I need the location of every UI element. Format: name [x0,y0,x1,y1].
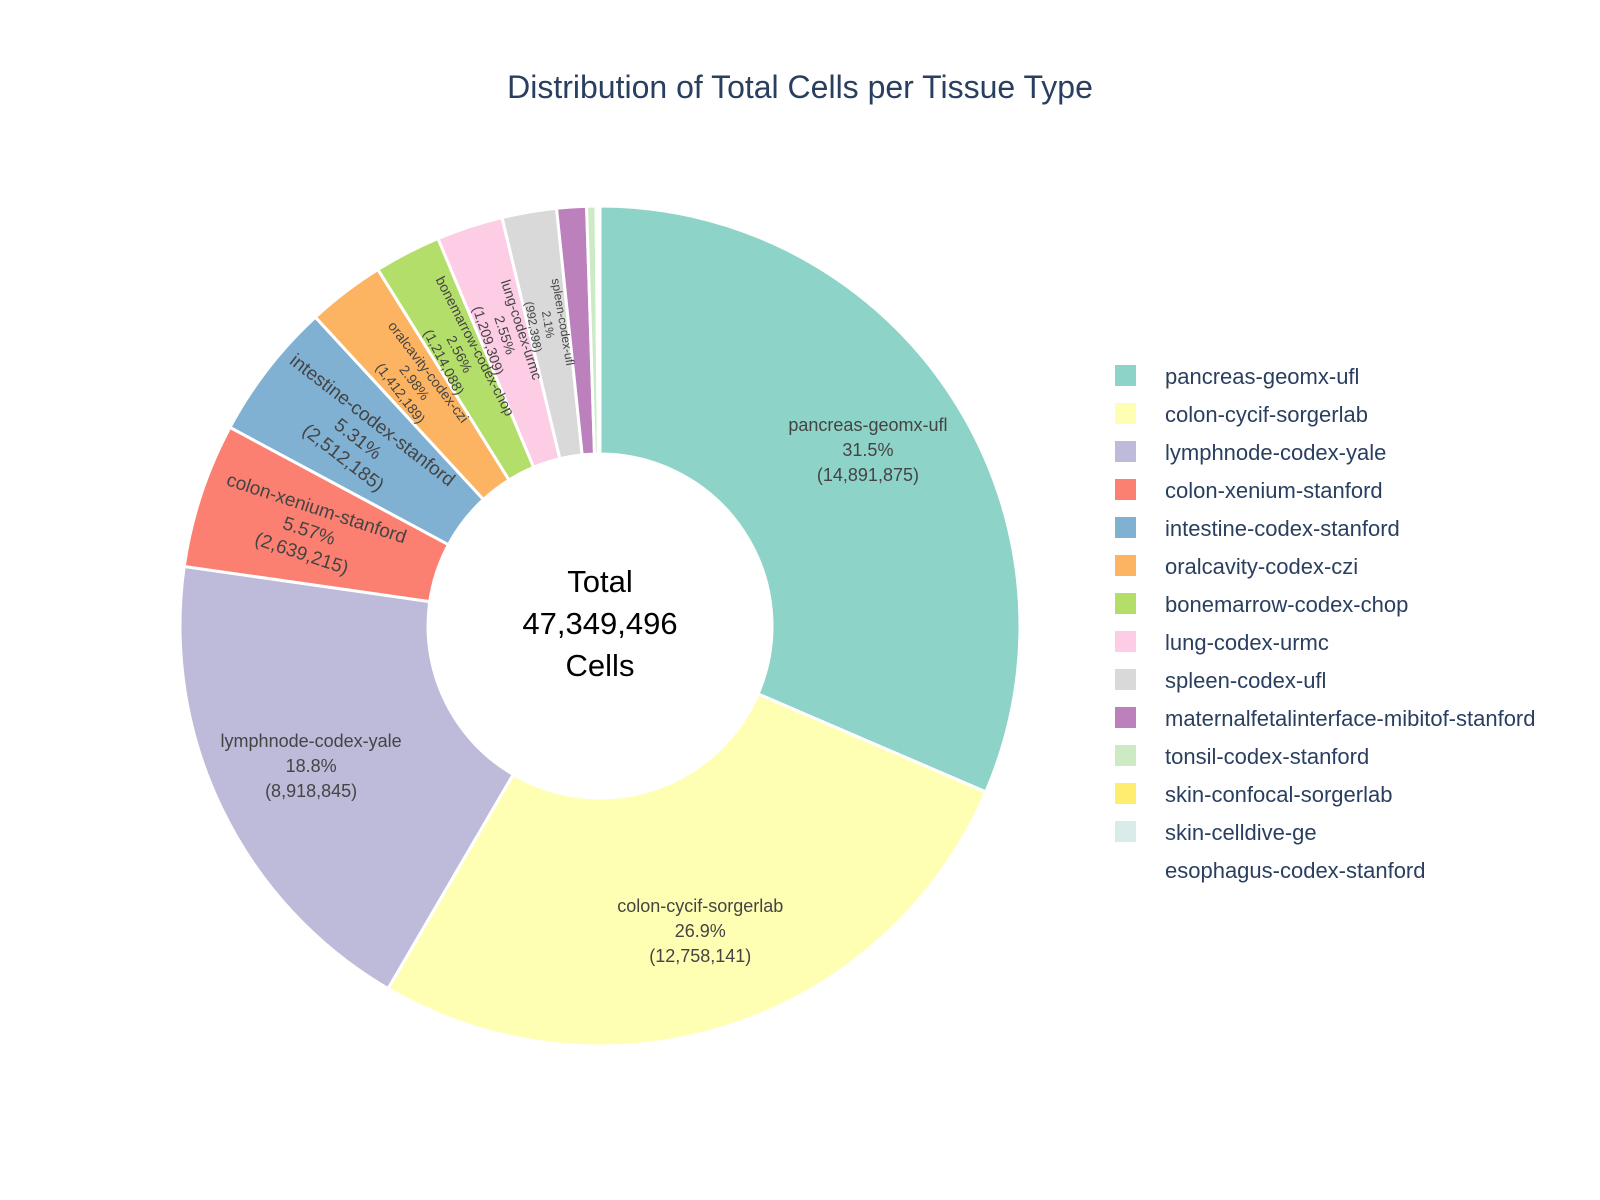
legend-label: tonsil-codex-stanford [1165,744,1369,769]
legend-swatch [1115,593,1136,614]
slice-label-value: (14,891,875) [817,465,919,485]
legend: pancreas-geomx-ufl colon-cycif-sorgerlab l… [1115,364,1536,883]
slice-label-value: (12,758,141) [649,946,751,966]
legend-item-skin-confocal-sorgerlab[interactable]: skin-confocal-sorgerlab [1115,782,1392,807]
legend-swatch [1115,517,1136,538]
legend-swatch [1115,821,1136,842]
legend-label: bonemarrow-codex-chop [1165,592,1408,617]
legend-swatch [1115,403,1136,424]
legend-swatch [1115,365,1136,386]
center-text: Total 47,349,496 Cells [522,564,677,683]
legend-item-esophagus-codex-stanford[interactable]: esophagus-codex-stanford [1115,858,1426,883]
legend-item-bonemarrow-codex-chop[interactable]: bonemarrow-codex-chop [1115,592,1408,617]
legend-swatch [1115,707,1136,728]
legend-swatch [1115,479,1136,500]
legend-label: skin-confocal-sorgerlab [1165,782,1392,807]
legend-label: spleen-codex-ufl [1165,668,1326,693]
legend-label: intestine-codex-stanford [1165,516,1400,541]
legend-swatch [1115,441,1136,462]
slice-label-name: pancreas-geomx-ufl [788,415,947,435]
legend-item-lung-codex-urmc[interactable]: lung-codex-urmc [1115,630,1329,655]
legend-label: skin-celldive-ge [1165,820,1317,845]
legend-label: esophagus-codex-stanford [1165,858,1426,883]
legend-item-skin-celldive-ge[interactable]: skin-celldive-ge [1115,820,1317,845]
legend-item-colon-cycif-sorgerlab[interactable]: colon-cycif-sorgerlab [1115,402,1368,427]
slice-label-name: lymphnode-codex-yale [221,731,402,751]
slice-label-name: colon-cycif-sorgerlab [617,896,783,916]
center-text-total: 47,349,496 [522,606,677,641]
slice-label-percent: 26.9% [675,921,726,941]
legend-label: lymphnode-codex-yale [1165,440,1386,465]
legend-item-tonsil-codex-stanford[interactable]: tonsil-codex-stanford [1115,744,1369,769]
chart-title: Distribution of Total Cells per Tissue T… [507,69,1093,105]
legend-label: colon-xenium-stanford [1165,478,1383,503]
slice-label-lymphnode-codex-yale: lymphnode-codex-yale 18.8% (8,918,845) [221,731,402,801]
legend-label: maternalfetalinterface-mibitof-stanford [1165,706,1536,731]
center-text-line-1: Total [567,564,632,599]
slice-label-percent: 2.1% [539,310,557,340]
legend-item-intestine-codex-stanford[interactable]: intestine-codex-stanford [1115,516,1400,541]
legend-swatch [1115,859,1136,880]
donut-slices [178,204,1022,1048]
legend-item-lymphnode-codex-yale[interactable]: lymphnode-codex-yale [1115,440,1386,465]
legend-item-pancreas-geomx-ufl[interactable]: pancreas-geomx-ufl [1115,364,1359,389]
slice-label-value: (8,918,845) [265,781,357,801]
slice-label-colon-cycif-sorgerlab: colon-cycif-sorgerlab 26.9% (12,758,141) [617,896,783,966]
legend-label: colon-cycif-sorgerlab [1165,402,1368,427]
slice-label-percent: 18.8% [286,756,337,776]
slice-lymphnode-codex-yale [178,564,516,991]
legend-label: lung-codex-urmc [1165,630,1329,655]
legend-swatch [1115,669,1136,690]
legend-label: pancreas-geomx-ufl [1165,364,1359,389]
slice-label-percent: 31.5% [842,440,893,460]
legend-label: oralcavity-codex-czi [1165,554,1358,579]
slice-pancreas-geomx-ufl [598,204,1022,794]
legend-item-colon-xenium-stanford[interactable]: colon-xenium-stanford [1115,478,1383,503]
legend-swatch [1115,745,1136,766]
legend-swatch [1115,783,1136,804]
legend-item-maternalfetalinterface-mibitof-stanford[interactable]: maternalfetalinterface-mibitof-stanford [1115,706,1536,731]
legend-swatch [1115,631,1136,652]
legend-item-spleen-codex-ufl[interactable]: spleen-codex-ufl [1115,668,1326,693]
center-text-line-3: Cells [566,648,635,683]
legend-item-oralcavity-codex-czi[interactable]: oralcavity-codex-czi [1115,554,1358,579]
slice-label-pancreas-geomx-ufl: pancreas-geomx-ufl 31.5% (14,891,875) [788,415,947,485]
slice-colon-cycif-sorgerlab [385,691,988,1048]
legend-swatch [1115,555,1136,576]
